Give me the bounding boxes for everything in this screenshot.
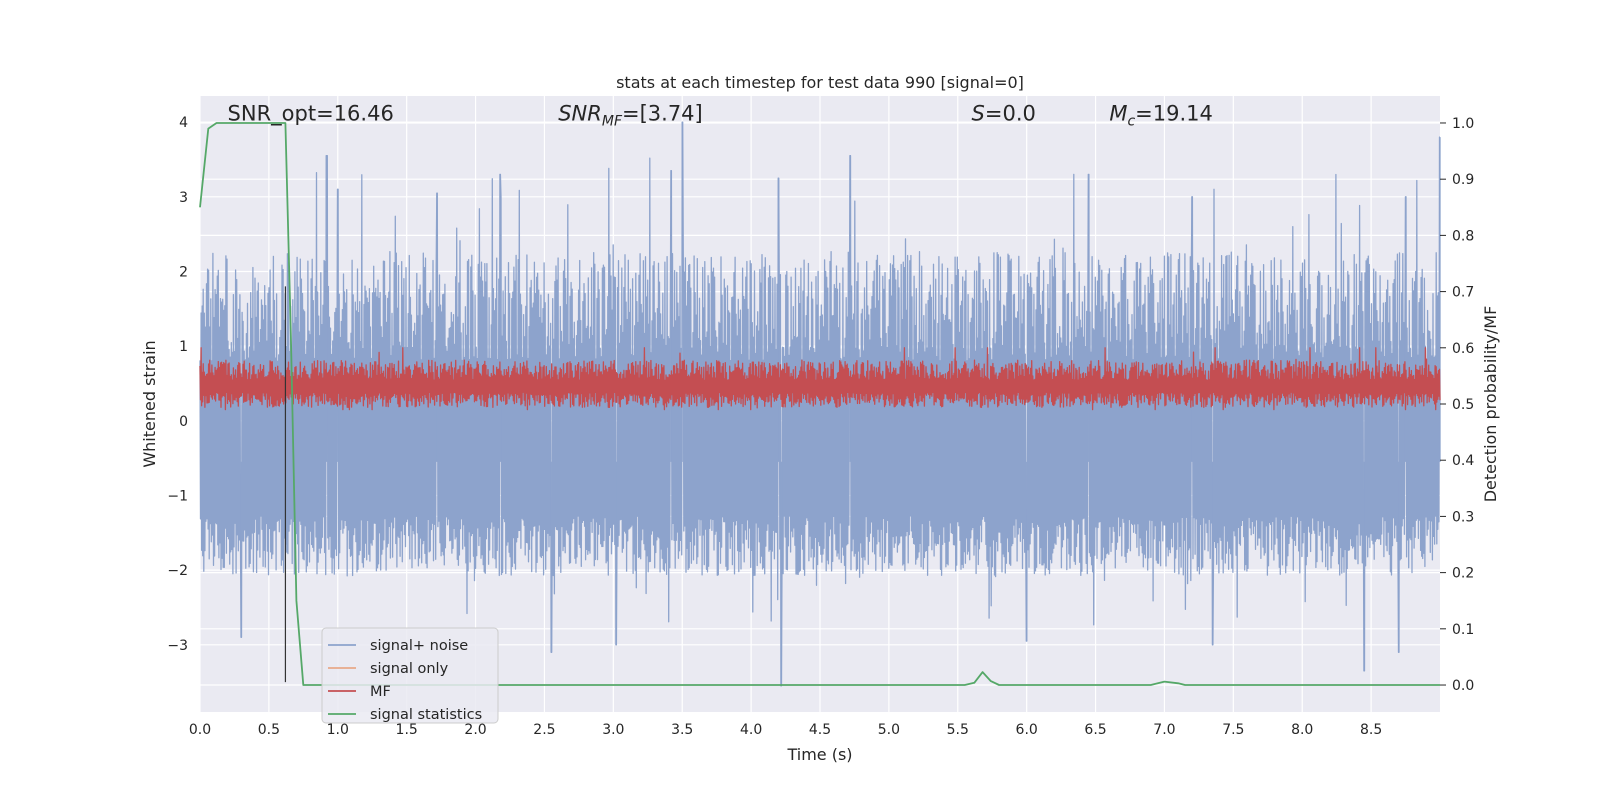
x-tick-labels: 0.0 0.5 1.0 1.5 2.0 2.5 3.0 3.5 4.0 4.5 5.0 5.5 6.0 6… [189, 722, 1382, 738]
x-tick-label: 2.0 [464, 722, 486, 738]
y2-tick-label: 0.6 [1452, 341, 1474, 357]
series-signal-noise [199, 121, 1441, 687]
legend-label: MF [370, 684, 391, 700]
x-tick-label: 1.5 [396, 722, 418, 738]
legend-label: signal statistics [370, 707, 482, 723]
x-tick-label: 8.0 [1291, 722, 1313, 738]
x-tick-label: 5.0 [878, 722, 900, 738]
y-tick-label: −2 [167, 563, 188, 579]
y-tick-label: −1 [167, 488, 188, 504]
y2-tick-label: 0.2 [1452, 566, 1474, 582]
x-tick-label: 1.0 [327, 722, 349, 738]
y2-tick-label: 0.0 [1452, 678, 1474, 694]
annotation-text: SNRMF=[3.74] [558, 102, 703, 130]
y2-tick-label: 0.1 [1452, 622, 1474, 638]
y2-tick-label: 0.9 [1452, 172, 1474, 188]
series-layer [199, 121, 1441, 687]
y-tick-label: 2 [179, 264, 188, 280]
annotation-text: Mc=19.14 [1109, 102, 1213, 130]
x-tick-label: 7.0 [1153, 722, 1175, 738]
y2-tick-label: 0.4 [1452, 453, 1474, 469]
annotation-text: SNR_opt=16.46 [228, 102, 394, 127]
x-tick-label: 3.0 [602, 722, 624, 738]
x-axis-label: Time (s) [786, 745, 852, 764]
x-tick-label: 6.5 [1084, 722, 1106, 738]
y-tick-label: 3 [179, 190, 188, 206]
x-tick-label: 5.5 [947, 722, 969, 738]
x-tick-label: 2.5 [533, 722, 555, 738]
x-tick-label: 8.5 [1360, 722, 1382, 738]
y-tick-label: 1 [179, 339, 188, 355]
y2-tick-label: 0.3 [1452, 509, 1474, 525]
y-tick-labels: 4 3 2 1 0 −1 −2 −3 [167, 115, 188, 654]
y-tick-label: −3 [167, 638, 188, 654]
y2-tick-labels: 1.0 0.9 0.8 0.7 0.6 0.5 0.4 0.3 0.2 0.1 0.0 [1440, 116, 1474, 694]
series-mf [199, 347, 1441, 411]
y2-tick-label: 0.5 [1452, 397, 1474, 413]
x-tick-label: 4.0 [740, 722, 762, 738]
legend: signal+ noise signal only MF signal statist… [321, 627, 499, 724]
x-tick-label: 6.0 [1016, 722, 1038, 738]
legend-label: signal only [370, 661, 449, 677]
y-axis-label: Whitened strain [140, 340, 159, 467]
y-tick-label: 4 [179, 115, 188, 131]
x-tick-label: 4.5 [809, 722, 831, 738]
x-tick-label: 3.5 [671, 722, 693, 738]
legend-box [321, 627, 499, 724]
y2-tick-label: 1.0 [1452, 116, 1474, 132]
x-tick-label: 0.0 [189, 722, 211, 738]
y2-axis-label: Detection probability/MF [1481, 306, 1500, 503]
annotation-text: S=0.0 [972, 102, 1036, 126]
chart-title: stats at each timestep for test data 990… [616, 73, 1024, 92]
x-tick-label: 7.5 [1222, 722, 1244, 738]
x-tick-label: 0.5 [258, 722, 280, 738]
series-signal-statistics [199, 122, 1440, 686]
y-tick-label: 0 [179, 414, 188, 430]
y2-tick-label: 0.7 [1452, 285, 1474, 301]
y2-tick-label: 0.8 [1452, 228, 1474, 244]
legend-label: signal+ noise [370, 638, 468, 654]
annotations: SNR_opt=16.46 SNRMF=[3.74] S=0.0 Mc=19.14 [228, 102, 1213, 130]
